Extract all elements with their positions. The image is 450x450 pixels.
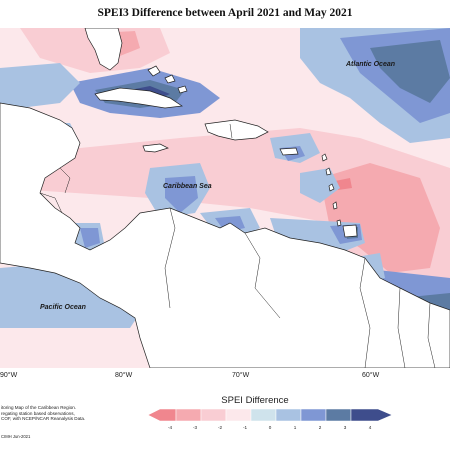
hispaniola-island [204,119,269,141]
colorbar-tick-label: -2 [217,425,223,430]
pos1-region-east-caribbean [300,168,340,203]
spei-difference-map: Atlantic Ocean Caribbean Sea Pacific Oce… [0,28,450,368]
puerto-rico-island [279,147,299,156]
note-line: regating station based observations, [1,410,75,416]
land-layer [0,28,450,368]
atlantic-ocean-label: Atlantic Ocean [346,61,396,68]
colorbar-tick-label: 4 [368,425,372,430]
longitude-tick: 60°W [362,372,380,379]
colorbar-tick-label: -3 [192,425,198,430]
pos2-region-panama [80,228,100,248]
central-america-mainland [0,102,450,368]
border-line [359,257,371,368]
map-title: SPEI3 Difference between April 2021 and … [97,7,353,19]
border-line [427,302,436,368]
color-scale-bar [148,408,393,422]
border-line [244,232,281,319]
colorbar-segment-pos4 [350,408,393,422]
longitude-tick: 90°W [0,372,18,379]
colorbar-segment-neg2 [200,408,227,422]
map-canvas [0,28,450,368]
bahamas-islands [147,65,188,94]
jamaica-island [142,143,169,153]
pacific-ocean-label: Pacific Ocean [40,304,86,311]
colorbar-segment-pos1 [275,408,302,422]
colorbar-segment-pos2 [300,408,327,422]
florida-landmass [84,28,123,71]
pos3-region-atlantic [370,40,450,103]
neg3-region-lesser-antilles [320,163,440,273]
colorbar-segment-neg1 [225,408,252,422]
note-line: itoring Map of the Caribbean Region. [1,405,77,410]
pos1-region-gulf [0,63,80,108]
caribbean-sea-label: Caribbean Sea [163,183,212,190]
neg1-region-pacific-south [0,328,150,368]
colorbar-segment-pos0 [250,408,277,422]
colorbar-tick-label: 2 [318,425,322,430]
colorbar-segment-neg3 [175,408,202,422]
colorbar-tick-label: -4 [167,425,173,430]
note-line: COF, with NCEP/NCAR Reanalysis Data. [1,416,86,422]
legend-title: SPEI Difference [221,395,289,406]
longitude-tick: 80°W [115,372,133,379]
border-line [164,207,176,309]
border-line [39,192,63,214]
colorbar-segment-pos3 [325,408,352,422]
trinidad-island [342,224,358,238]
colorbar-tick-label: 0 [268,425,272,430]
colorbar-tick-label: 1 [293,425,297,430]
border-line [59,167,71,194]
credit-footer: CIMH Jun-2021 [1,434,31,439]
colorbar-tick-label: -1 [242,425,248,430]
cuba-island [94,87,183,109]
country-borders [39,123,436,368]
border-line [229,123,233,139]
colorbar-segment-neg4 [148,408,177,422]
data-source-note: itoring Map of the Caribbean Region. reg… [1,405,85,422]
border-line [397,287,406,368]
colorbar-tick-label: 3 [343,425,347,430]
longitude-tick: 70°W [232,372,250,379]
pos2-region-caribbean-sea [165,176,198,213]
lesser-antilles-islands [321,153,342,227]
